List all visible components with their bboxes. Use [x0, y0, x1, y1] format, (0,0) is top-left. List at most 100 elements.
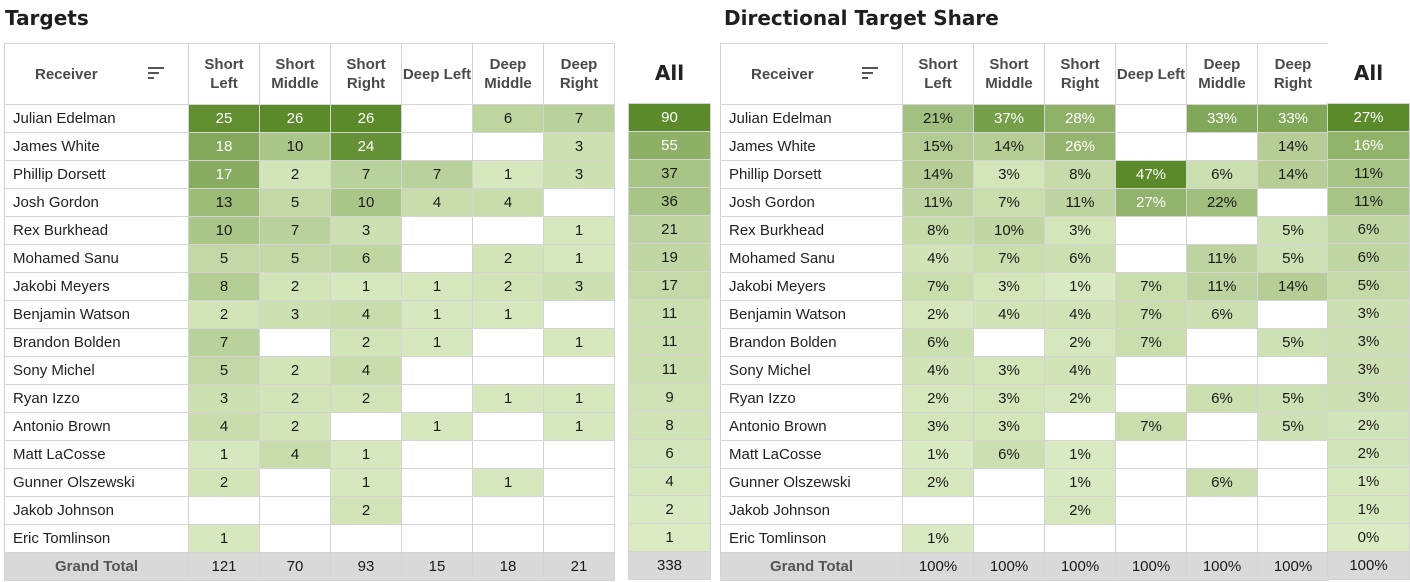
share-table: Receiver Short Left Short Middle Short Righ… — [720, 43, 1329, 581]
targets-all-table: All 90 55 37 36 21 19 17 11 11 11 9 8 6 4 2 1 338 — [628, 43, 711, 580]
all-row: 11 — [628, 355, 711, 384]
table-row: Sony Michel 4% 3% 4% — [720, 356, 1329, 385]
heat-cell — [1257, 300, 1329, 329]
receiver-name: Mohamed Sanu — [4, 244, 189, 273]
heat-cell: 1 — [401, 272, 473, 301]
column-header[interactable]: Deep Left — [1115, 43, 1187, 105]
column-header[interactable]: Short Left — [902, 43, 974, 105]
heat-cell — [1257, 524, 1329, 553]
heat-cell: 1 — [472, 384, 544, 413]
table-row: Julian Edelman 21% 37% 28% 33% 33% — [720, 104, 1329, 133]
all-cell: 17 — [628, 271, 711, 300]
receiver-name: Mohamed Sanu — [720, 244, 903, 273]
grand-total-cell: 100% — [1115, 552, 1187, 581]
receiver-header[interactable]: Receiver — [720, 43, 903, 105]
heat-cell: 2% — [902, 468, 974, 497]
heat-cell: 28% — [1044, 104, 1116, 133]
all-row: 6% — [1327, 243, 1410, 272]
table-row: James White 15% 14% 26% 14% — [720, 132, 1329, 161]
receiver-header[interactable]: Receiver — [4, 43, 189, 105]
heat-cell — [472, 132, 544, 161]
column-header[interactable]: Deep Right — [1257, 43, 1329, 105]
all-cell: 6% — [1327, 215, 1410, 244]
all-cell: 2% — [1327, 411, 1410, 440]
grand-total-cell: 121 — [188, 552, 260, 581]
column-header[interactable]: Deep Middle — [1186, 43, 1258, 105]
heat-cell: 1 — [543, 244, 615, 273]
heat-cell: 37% — [973, 104, 1045, 133]
column-header[interactable]: Short Middle — [259, 43, 331, 105]
column-header[interactable]: Short Left — [188, 43, 260, 105]
receiver-name: Sony Michel — [4, 356, 189, 385]
heat-cell: 7 — [543, 104, 615, 133]
column-header[interactable]: Short Right — [1044, 43, 1116, 105]
all-cell: 9 — [628, 383, 711, 412]
heat-cell: 2% — [1044, 384, 1116, 413]
heat-cell: 3% — [973, 412, 1045, 441]
heat-cell — [543, 300, 615, 329]
grand-total-cell: 100% — [1044, 552, 1116, 581]
heat-cell: 6% — [1186, 384, 1258, 413]
column-header[interactable]: Deep Right — [543, 43, 615, 105]
heat-cell: 1 — [401, 328, 473, 357]
heat-cell — [543, 524, 615, 553]
heat-cell — [330, 412, 402, 441]
heat-cell: 6% — [1044, 244, 1116, 273]
all-row: 8 — [628, 411, 711, 440]
table-row: Julian Edelman 25 26 26 6 7 — [4, 104, 615, 133]
heat-cell: 11% — [1186, 244, 1258, 273]
all-row: 11% — [1327, 159, 1410, 188]
heat-cell: 25 — [188, 104, 260, 133]
table-row: Gunner Olszewski 2 1 1 — [4, 468, 615, 497]
heat-cell: 1 — [472, 160, 544, 189]
grand-total-cell: 18 — [472, 552, 544, 581]
all-header[interactable]: All — [628, 43, 711, 104]
all-cell: 1 — [628, 523, 711, 552]
heat-cell: 2% — [902, 384, 974, 413]
all-row: 11 — [628, 327, 711, 356]
all-cell: 6 — [628, 439, 711, 468]
all-row: 21 — [628, 215, 711, 244]
heat-cell: 3% — [973, 384, 1045, 413]
table-row: Josh Gordon 13 5 10 4 4 — [4, 188, 615, 217]
header-row: Receiver Short Left Short Middle Short Righ… — [4, 43, 615, 105]
heat-cell: 11% — [902, 188, 974, 217]
all-row: 90 — [628, 103, 711, 132]
heat-cell: 6 — [472, 104, 544, 133]
heat-cell: 33% — [1257, 104, 1329, 133]
column-header[interactable]: Short Right — [330, 43, 402, 105]
heat-cell: 2 — [188, 300, 260, 329]
table-row: Josh Gordon 11% 7% 11% 27% 22% — [720, 188, 1329, 217]
table-row: Sony Michel 5 2 4 — [4, 356, 615, 385]
heat-cell — [259, 328, 331, 357]
heat-cell: 3 — [259, 300, 331, 329]
column-header[interactable]: Deep Middle — [472, 43, 544, 105]
heat-cell: 14% — [973, 132, 1045, 161]
heat-cell — [1186, 412, 1258, 441]
heat-cell: 5 — [188, 244, 260, 273]
heat-cell — [1186, 440, 1258, 469]
heat-cell: 1 — [330, 272, 402, 301]
receiver-name: Rex Burkhead — [720, 216, 903, 245]
heat-cell — [1257, 468, 1329, 497]
heat-cell: 4 — [259, 440, 331, 469]
heat-cell — [472, 496, 544, 525]
heat-cell: 15% — [902, 132, 974, 161]
column-header[interactable]: Deep Left — [401, 43, 473, 105]
receiver-name: Gunner Olszewski — [720, 468, 903, 497]
sort-icon[interactable] — [148, 67, 164, 81]
heat-cell: 10% — [973, 216, 1045, 245]
all-header[interactable]: All — [1327, 43, 1410, 104]
heat-cell — [973, 328, 1045, 357]
table-row: Benjamin Watson 2 3 4 1 1 — [4, 300, 615, 329]
column-header[interactable]: Short Middle — [973, 43, 1045, 105]
table-row: Jakobi Meyers 8 2 1 1 2 3 — [4, 272, 615, 301]
all-total-row: 338 — [628, 551, 711, 580]
heat-cell: 1 — [401, 300, 473, 329]
heat-cell — [1115, 356, 1187, 385]
grand-total-label: Grand Total — [720, 552, 903, 581]
targets-table: Receiver Short Left Short Middle Short Righ… — [4, 43, 615, 581]
table-row: Rex Burkhead 10 7 3 1 — [4, 216, 615, 245]
sort-icon[interactable] — [862, 67, 878, 81]
heat-cell: 3 — [543, 272, 615, 301]
